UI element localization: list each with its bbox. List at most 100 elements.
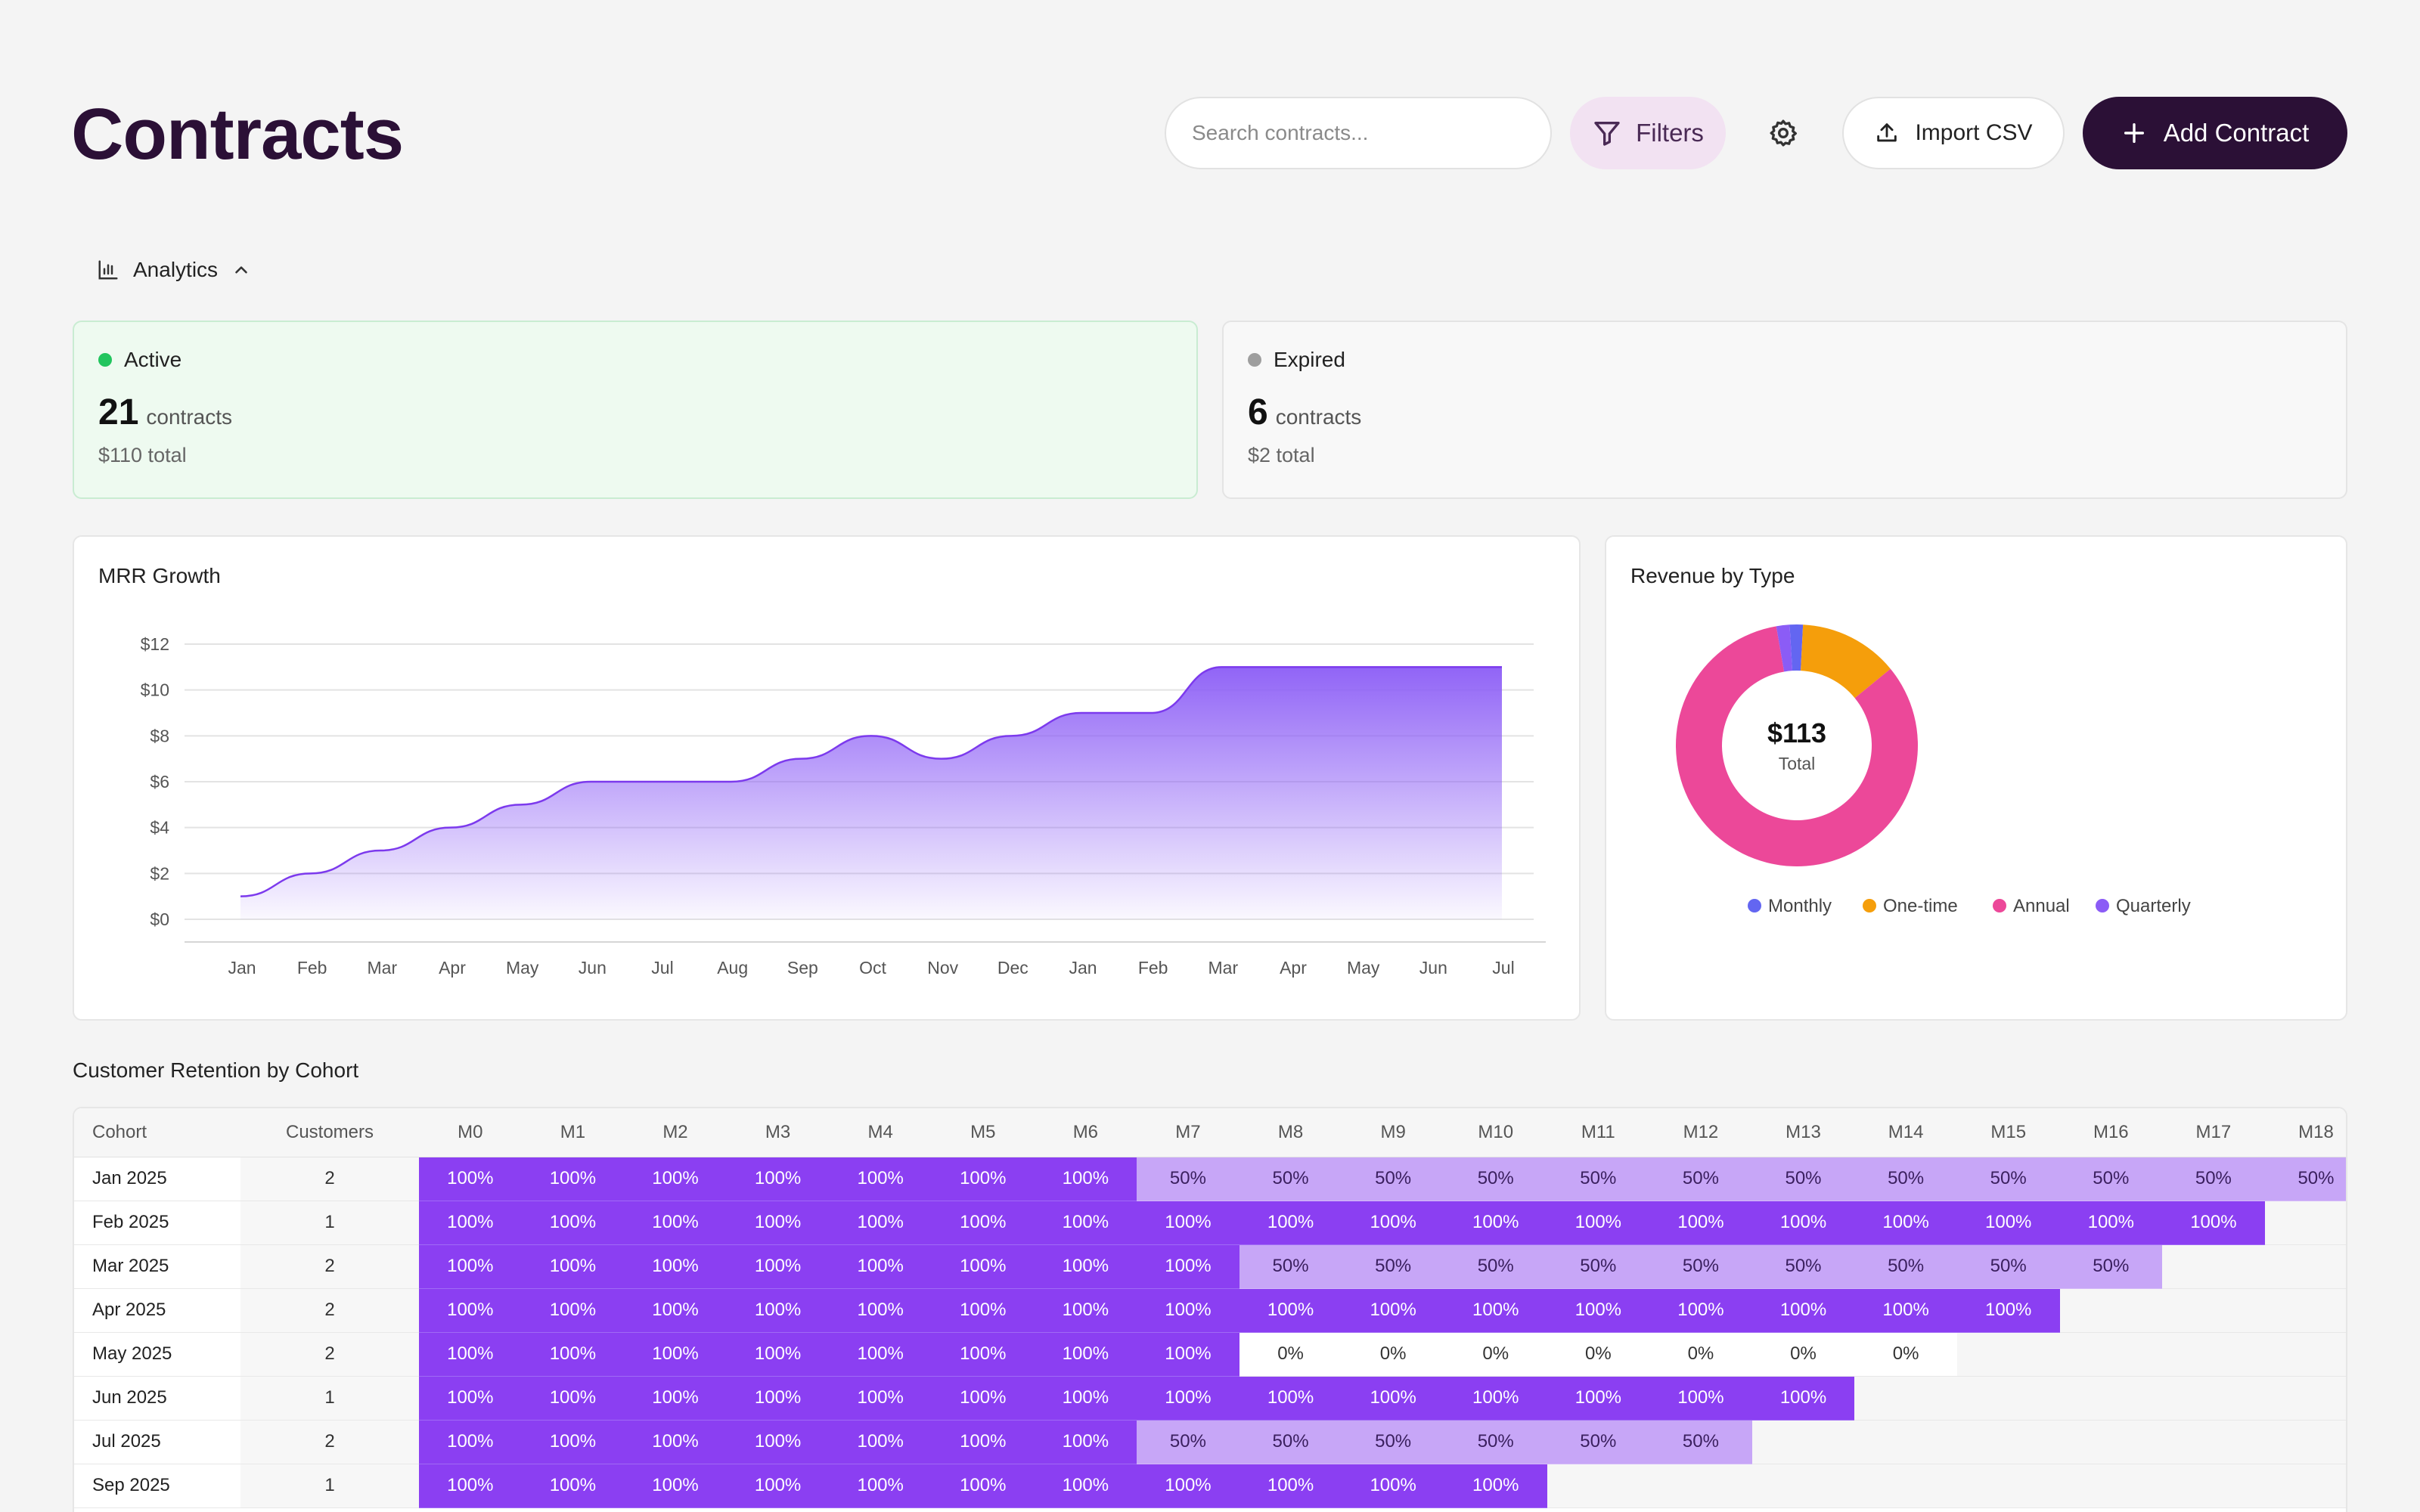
- retention-cell: 100%: [521, 1332, 625, 1377]
- revenue-donut-chart: $113 Total Monthly One-time Annual Quarterly: [1676, 624, 2191, 916]
- retention-cell: 100%: [726, 1420, 830, 1464]
- y-tick-label: $0: [150, 909, 169, 929]
- active-label: Active: [124, 348, 182, 371]
- customer-count: 1: [240, 1376, 419, 1421]
- cohort-table-container[interactable]: Cohort Customers M0 M1 M2 M3 M4 M5 M6 M7 M8 M9 M10 M1…: [73, 1107, 2347, 1512]
- column-header[interactable]: M11: [1547, 1108, 1650, 1157]
- retention-cell: 100%: [726, 1376, 830, 1421]
- column-header[interactable]: Customers: [240, 1108, 419, 1157]
- table-row[interactable]: Jan 2025 2 100% 100% 100% 100% 100% 100% 100% 50%…: [74, 1157, 2346, 1201]
- expired-label: Expired: [1274, 348, 1345, 371]
- retention-cell: 0%: [1444, 1332, 1547, 1377]
- donut-slice-annual[interactable]: [1676, 626, 1918, 866]
- retention-cell: 50%: [2059, 1157, 2163, 1201]
- retention-cell: 100%: [1649, 1376, 1752, 1421]
- table-row[interactable]: Feb 2025 1 100% 100% 100% 100% 100% 100% 100% 100…: [74, 1201, 2346, 1245]
- retention-cell: 50%: [1956, 1157, 2060, 1201]
- table-row[interactable]: Apr 2025 2 100% 100% 100% 100% 100% 100% 100% 100…: [74, 1288, 2346, 1333]
- column-header[interactable]: M17: [2162, 1108, 2265, 1157]
- retention-cell: 100%: [624, 1157, 727, 1201]
- retention-cell: 100%: [1034, 1201, 1137, 1245]
- customer-count: 1: [240, 1464, 419, 1508]
- x-tick-label: Jan: [1069, 958, 1097, 978]
- column-header[interactable]: M12: [1649, 1108, 1752, 1157]
- retention-cell-empty: [2162, 1376, 2265, 1421]
- retention-cell-empty: [2162, 1288, 2265, 1333]
- donut-slice-one-time[interactable]: [1801, 624, 1891, 699]
- retention-cell: 100%: [931, 1376, 1035, 1421]
- retention-cell: 100%: [521, 1201, 625, 1245]
- column-header[interactable]: M7: [1137, 1108, 1239, 1157]
- retention-cell: 0%: [1239, 1332, 1342, 1377]
- table-row[interactable]: Jun 2025 1 100% 100% 100% 100% 100% 100% 100% 100…: [74, 1376, 2346, 1421]
- x-tick-label: Oct: [859, 958, 886, 978]
- retention-cell-empty: [1649, 1464, 1752, 1508]
- retention-cell-empty: [2162, 1464, 2265, 1508]
- retention-cell: 100%: [1239, 1288, 1342, 1333]
- column-header[interactable]: M6: [1034, 1108, 1137, 1157]
- column-header[interactable]: M8: [1239, 1108, 1342, 1157]
- table-row[interactable]: Sep 2025 1 100% 100% 100% 100% 100% 100% 100% 100…: [74, 1464, 2346, 1508]
- column-header[interactable]: Cohort: [74, 1108, 240, 1157]
- settings-button[interactable]: [1753, 103, 1813, 163]
- table-row[interactable]: May 2025 2 100% 100% 100% 100% 100% 100% 100% 100…: [74, 1332, 2346, 1377]
- x-tick-label: May: [506, 958, 539, 978]
- y-tick-label: $10: [141, 680, 169, 700]
- retention-cell: 100%: [521, 1464, 625, 1508]
- retention-cell-empty: [1956, 1376, 2060, 1421]
- search-input[interactable]: [1165, 97, 1552, 169]
- cohort-label: May 2025: [74, 1332, 240, 1377]
- retention-cell: 100%: [726, 1464, 830, 1508]
- import-csv-button[interactable]: Import CSV: [1842, 97, 2065, 169]
- retention-cell-empty: [2264, 1201, 2346, 1245]
- retention-cell: 100%: [2162, 1201, 2265, 1245]
- donut-slice-quarterly[interactable]: [1776, 624, 1793, 672]
- add-contract-button[interactable]: Add Contract: [2083, 97, 2347, 169]
- column-header[interactable]: M9: [1342, 1108, 1444, 1157]
- column-header[interactable]: M16: [2059, 1108, 2163, 1157]
- retention-cell-empty: [2059, 1376, 2163, 1421]
- table-row[interactable]: Mar 2025 2 100% 100% 100% 100% 100% 100% 100% 100…: [74, 1244, 2346, 1289]
- retention-cell: 100%: [1034, 1157, 1137, 1201]
- retention-cell: 100%: [1034, 1244, 1137, 1289]
- mrr-growth-title: MRR Growth: [98, 564, 221, 587]
- x-tick-label: May: [1347, 958, 1380, 978]
- column-header[interactable]: M5: [931, 1108, 1035, 1157]
- retention-cell: 100%: [2059, 1201, 2163, 1245]
- retention-cell: 50%: [1137, 1420, 1239, 1464]
- table-row[interactable]: Jul 2025 2 100% 100% 100% 100% 100% 100% 100% 50%…: [74, 1420, 2346, 1464]
- column-header[interactable]: M10: [1444, 1108, 1547, 1157]
- retention-cell: 50%: [1751, 1244, 1855, 1289]
- column-header[interactable]: M15: [1956, 1108, 2060, 1157]
- import-csv-label: Import CSV: [1915, 120, 2033, 145]
- expired-contracts-card[interactable]: Expired 6 contracts $2 total: [1222, 321, 2347, 499]
- x-tick-label: Sep: [787, 958, 818, 978]
- column-header[interactable]: M13: [1751, 1108, 1855, 1157]
- retention-cell: 50%: [1547, 1420, 1650, 1464]
- retention-cell: 50%: [1854, 1157, 1957, 1201]
- column-header[interactable]: M2: [624, 1108, 727, 1157]
- cohort-label: Apr 2025: [74, 1288, 240, 1333]
- donut-slice-monthly[interactable]: [1789, 624, 1804, 671]
- retention-cell: 50%: [1649, 1157, 1752, 1201]
- retention-cell-empty: [2162, 1420, 2265, 1464]
- retention-cell: 100%: [1342, 1288, 1444, 1333]
- column-header[interactable]: M4: [829, 1108, 932, 1157]
- analytics-toggle[interactable]: Analytics: [97, 253, 251, 287]
- column-header[interactable]: M3: [726, 1108, 830, 1157]
- filters-button[interactable]: Filters: [1570, 97, 1726, 169]
- column-header[interactable]: M1: [521, 1108, 625, 1157]
- retention-cell: 100%: [1034, 1464, 1137, 1508]
- column-header[interactable]: M0: [419, 1108, 522, 1157]
- retention-cell: 50%: [1444, 1244, 1547, 1289]
- retention-cell: 100%: [1239, 1201, 1342, 1245]
- customer-count: 2: [240, 1244, 419, 1289]
- column-header[interactable]: M18: [2264, 1108, 2346, 1157]
- active-contracts-card[interactable]: Active 21 contracts $110 total: [73, 321, 1198, 499]
- column-header[interactable]: M14: [1854, 1108, 1957, 1157]
- legend-swatch: [1748, 899, 1761, 912]
- retention-cell: 0%: [1649, 1332, 1752, 1377]
- retention-cell: 100%: [419, 1376, 522, 1421]
- retention-cell: 100%: [1956, 1201, 2060, 1245]
- retention-cell: 100%: [1034, 1420, 1137, 1464]
